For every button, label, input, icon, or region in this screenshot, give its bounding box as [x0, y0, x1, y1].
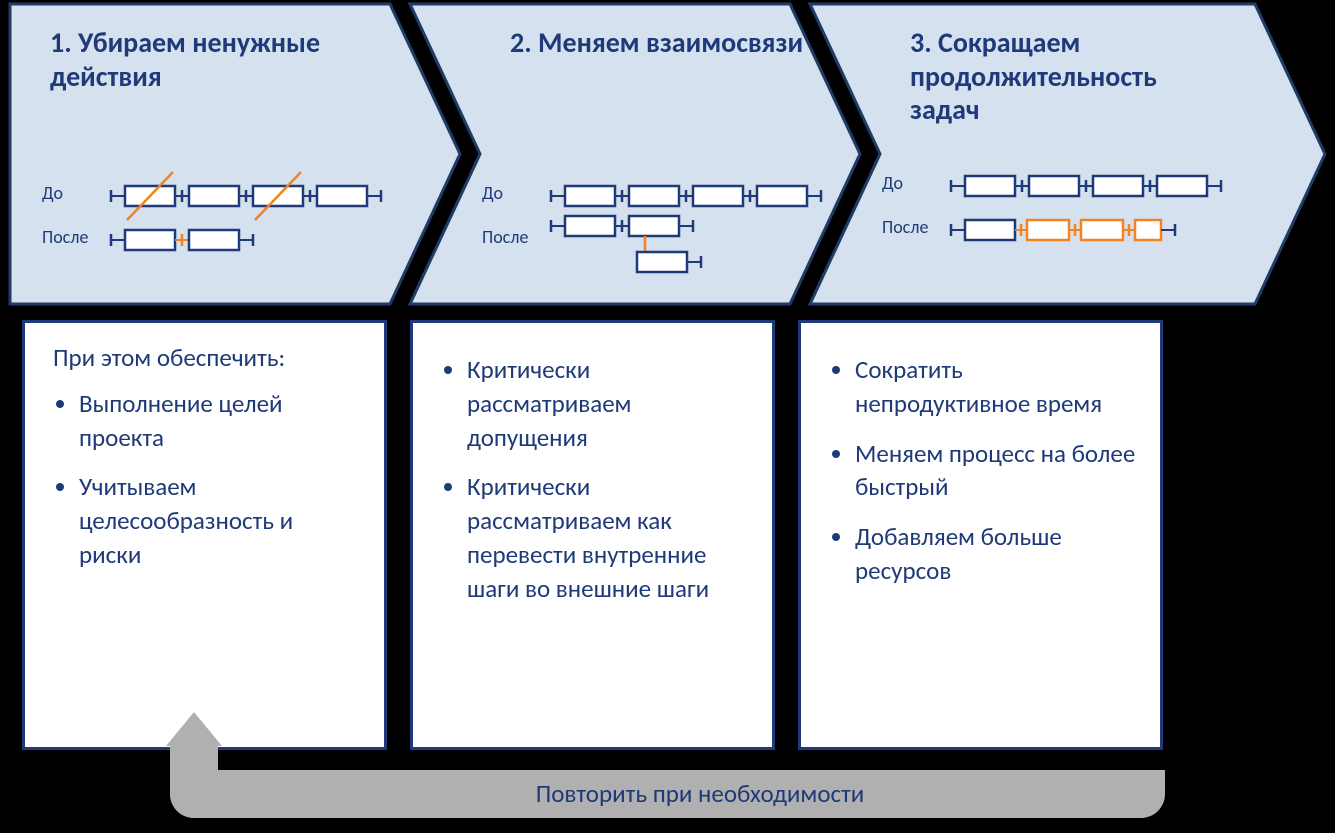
step-3-bullets: Сократить непродуктивное время Меняем про…	[829, 353, 1136, 588]
step-1-bullet-1: Выполнение целей проекта	[79, 387, 360, 455]
repeat-arrowhead-icon	[166, 712, 222, 746]
step-2-title: 2. Меняем взаимосвязи	[510, 26, 810, 60]
step-3-detail: Сократить непродуктивное время Меняем про…	[798, 320, 1163, 750]
step-1-after-diagram	[105, 212, 425, 292]
step-2-after-label: После	[482, 226, 528, 248]
step-3-title: 3. Сокращаем продолжительность задач	[910, 26, 1220, 127]
step-1-detail: При этом обеспечить: Выполнение целей про…	[22, 320, 387, 750]
step-3-after-label: После	[882, 216, 928, 238]
step-3-after-diagram	[945, 202, 1265, 282]
step-1-before-label: До	[42, 182, 63, 204]
step-1-lead: При этом обеспечить:	[53, 341, 360, 375]
step-2-bullet-1: Критически рассматриваем допущения	[467, 353, 748, 454]
step-1-title: 1. Убираем ненужные действия	[50, 26, 350, 93]
step-3-bullet-2: Меняем процесс на более быстрый	[855, 437, 1136, 505]
step-2-before-label: До	[482, 182, 503, 204]
repeat-stem	[170, 742, 218, 818]
step-3-bullet-1: Сократить непродуктивное время	[855, 353, 1136, 421]
diagram-stage: 1. Убираем ненужные действия До После 2. Ме…	[0, 0, 1335, 833]
repeat-label: Повторить при необходимости	[420, 778, 980, 809]
step-1-bullet-2: Учитываем целесообразность и риски	[79, 470, 360, 571]
step-3-before-label: До	[882, 172, 903, 194]
step-2-detail: Критически рассматриваем допущения Критич…	[410, 320, 775, 750]
step-2-bullet-2: Критически рассматриваем как перевести в…	[467, 470, 748, 605]
step-2-bullets: Критически рассматриваем допущения Критич…	[441, 353, 748, 605]
step-2-after-diagram	[545, 212, 865, 292]
step-1-after-label: После	[42, 226, 88, 248]
step-1-bullets: Выполнение целей проекта Учитываем целесо…	[53, 387, 360, 572]
step-3-bullet-3: Добавляем больше ресурсов	[855, 520, 1136, 588]
